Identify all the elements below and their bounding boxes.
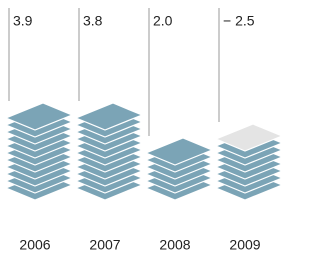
value-label: 2.0 bbox=[153, 13, 173, 29]
x-tick-label: 2009 bbox=[229, 237, 260, 253]
x-tick-label: 2006 bbox=[19, 237, 50, 253]
sheet-stack bbox=[6, 103, 72, 200]
value-label: − 2.5 bbox=[223, 13, 255, 29]
sheet-stack bbox=[76, 103, 142, 200]
value-label: 3.9 bbox=[13, 13, 33, 29]
sheet-stack bbox=[146, 138, 212, 200]
sheet-stack bbox=[216, 124, 282, 200]
x-tick-label: 2007 bbox=[89, 237, 120, 253]
chart: 3.9 2006 3.8 2007 2.0 2008 − 2.5 2009 bbox=[0, 0, 284, 265]
value-label: 3.8 bbox=[83, 13, 103, 29]
x-tick-label: 2008 bbox=[159, 237, 190, 253]
